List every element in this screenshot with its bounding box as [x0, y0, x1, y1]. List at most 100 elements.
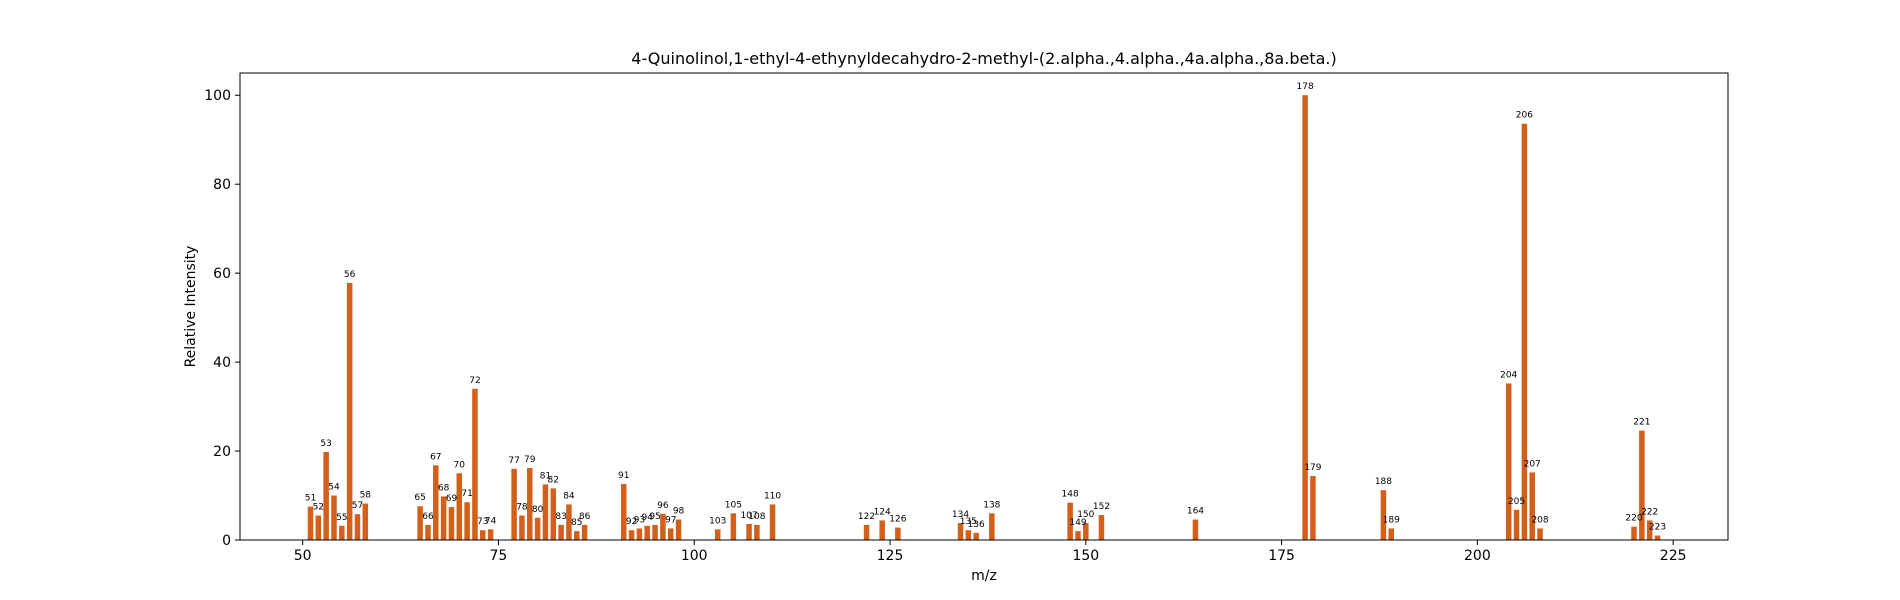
peak-label-105: 105 — [725, 500, 742, 510]
peak-bar-74 — [487, 529, 494, 540]
peak-label-122: 122 — [858, 512, 875, 522]
peak-bar-93 — [636, 528, 643, 540]
x-axis-ticks: 50 75 100 125 150 175 200 225 — [294, 540, 1687, 564]
peak-label-204: 204 — [1500, 370, 1517, 380]
peak-label-221: 221 — [1633, 418, 1650, 428]
peak-bar-205 — [1513, 509, 1520, 540]
peak-label-78: 78 — [516, 503, 528, 513]
peak-bar-95 — [652, 524, 658, 540]
peak-label-205: 205 — [1508, 497, 1525, 507]
plot-frame — [239, 72, 1729, 541]
peak-bar-78 — [519, 515, 525, 540]
peak-bar-138 — [989, 513, 995, 540]
peak-label-124: 124 — [874, 507, 891, 517]
peak-label-135: 135 — [960, 517, 977, 527]
y-tick-label-40: 40 — [213, 355, 231, 371]
x-tick-label-100: 100 — [681, 548, 708, 564]
peak-bar-188 — [1380, 490, 1387, 540]
peak-label-207: 207 — [1524, 459, 1541, 469]
peak-bar-221 — [1639, 430, 1645, 540]
x-tick-label-50: 50 — [294, 548, 312, 564]
peak-label-51: 51 — [305, 494, 316, 504]
peak-label-178: 178 — [1297, 82, 1314, 92]
peak-bar-134 — [957, 523, 964, 540]
peak-label-91: 91 — [618, 471, 629, 481]
peak-bar-108 — [754, 524, 760, 540]
peak-label-58: 58 — [360, 491, 372, 501]
peak-bar-85 — [574, 531, 580, 540]
peak-bar-65 — [417, 506, 423, 540]
peak-bar-82 — [550, 488, 557, 540]
y-tick-label-100: 100 — [204, 88, 231, 104]
peak-bar-122 — [863, 524, 870, 540]
peak-bar-189 — [1388, 528, 1394, 540]
peak-label-66: 66 — [422, 512, 434, 522]
peak-label-79: 79 — [524, 455, 536, 465]
peak-label-82: 82 — [548, 475, 559, 485]
peak-bar-84 — [566, 504, 572, 540]
peak-label-52: 52 — [313, 503, 324, 513]
peak-bar-96 — [660, 513, 666, 540]
peak-label-73: 73 — [477, 517, 488, 527]
y-tick-label-20: 20 — [213, 444, 231, 460]
peak-bar-91 — [620, 483, 627, 540]
peak-label-223: 223 — [1649, 523, 1666, 533]
peak-label-208: 208 — [1531, 515, 1548, 525]
peak-label-206: 206 — [1516, 111, 1533, 121]
peak-label-65: 65 — [414, 493, 425, 503]
peak-bar-220 — [1631, 526, 1637, 540]
peak-bar-66 — [425, 524, 431, 540]
peak-bar-81 — [542, 484, 549, 540]
peak-label-136: 136 — [968, 520, 985, 530]
peak-label-54: 54 — [328, 483, 340, 493]
peak-bar-73 — [480, 530, 486, 540]
peak-label-71: 71 — [461, 489, 472, 499]
peak-bar-52 — [315, 515, 322, 540]
peak-label-84: 84 — [563, 491, 575, 501]
peak-label-103: 103 — [709, 516, 726, 526]
x-tick-label-225: 225 — [1660, 548, 1687, 564]
peak-label-56: 56 — [344, 270, 356, 280]
peak-label-222: 222 — [1641, 507, 1658, 517]
peak-bar-83 — [558, 524, 564, 540]
x-tick-label-125: 125 — [877, 548, 904, 564]
peak-label-70: 70 — [454, 460, 466, 470]
peak-bar-207 — [1529, 472, 1535, 540]
peak-label-149: 149 — [1069, 518, 1086, 528]
chart-title: 4-Quinolinol,1-ethyl-4-ethynyldecahydro-… — [631, 49, 1336, 68]
peak-label-220: 220 — [1625, 514, 1642, 524]
peak-label-95: 95 — [649, 512, 660, 522]
peak-label-98: 98 — [673, 507, 685, 517]
peak-bar-126 — [895, 527, 901, 540]
peak-bar-222 — [1646, 520, 1653, 540]
peak-label-96: 96 — [657, 501, 669, 511]
peak-bar-135 — [965, 530, 972, 540]
x-tick-label-150: 150 — [1072, 548, 1099, 564]
y-tick-label-0: 0 — [222, 533, 231, 549]
peak-label-152: 152 — [1093, 502, 1110, 512]
peak-bar-56 — [346, 282, 353, 540]
peak-label-83: 83 — [555, 512, 566, 522]
peak-label-77: 77 — [508, 456, 519, 466]
peak-label-107: 107 — [740, 511, 757, 521]
bars-group — [307, 95, 1661, 541]
peak-bar-54 — [331, 495, 337, 540]
peak-label-55: 55 — [336, 513, 347, 523]
peak-bar-206 — [1521, 123, 1528, 541]
peak-bar-208 — [1537, 528, 1543, 540]
peak-label-86: 86 — [579, 512, 591, 522]
peak-label-150: 150 — [1077, 510, 1094, 520]
x-tick-label-75: 75 — [490, 548, 508, 564]
peak-bar-148 — [1067, 502, 1073, 540]
peak-label-188: 188 — [1375, 477, 1392, 487]
peak-label-57: 57 — [352, 501, 363, 511]
x-axis-label: m/z — [971, 568, 997, 584]
peak-bar-69 — [448, 507, 455, 540]
peak-label-189: 189 — [1383, 515, 1400, 525]
y-tick-label-80: 80 — [213, 177, 231, 193]
y-tick-label-60: 60 — [213, 266, 231, 282]
peak-label-164: 164 — [1187, 507, 1204, 517]
x-tick-label-175: 175 — [1268, 548, 1295, 564]
peak-label-126: 126 — [889, 515, 906, 525]
